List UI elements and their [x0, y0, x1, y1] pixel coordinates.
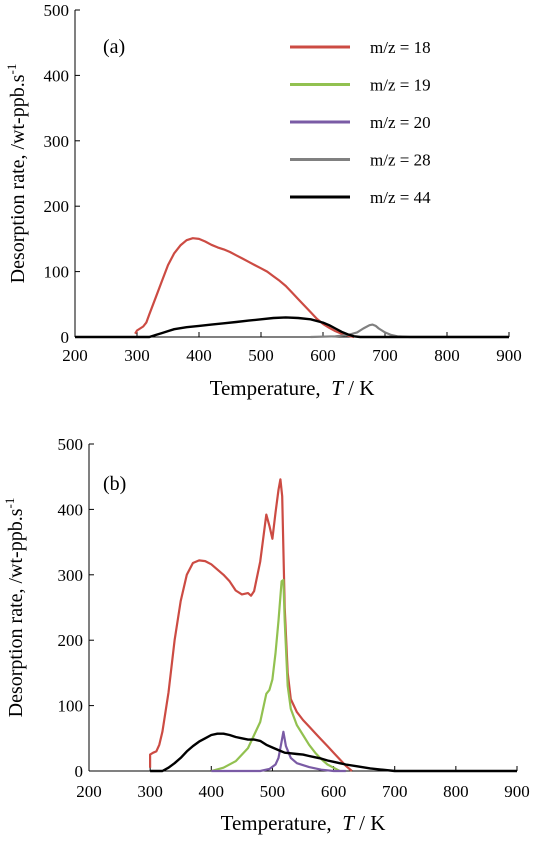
x-axis-label-text: Temperature, — [221, 811, 343, 835]
x-tick-label: 900 — [504, 782, 530, 801]
y-tick-label: 100 — [58, 697, 84, 716]
x-tick-label: 200 — [76, 782, 102, 801]
y-tick-label: 300 — [58, 566, 84, 585]
legend: m/z = 18 m/z = 19 m/z = 20 m/z = 28 m/z = 44 — [290, 38, 431, 207]
y-tick-label: 500 — [58, 435, 84, 454]
y-tick-label: 200 — [44, 197, 70, 216]
series-line-m-z-19 — [211, 578, 341, 773]
x-tick-label: 400 — [186, 346, 212, 365]
x-tick-label: 300 — [137, 782, 163, 801]
x-tick-label: 200 — [62, 346, 88, 365]
x-axis-label: Temperature, T / K — [221, 811, 386, 835]
y-axis-label-superscript: -1 — [4, 64, 19, 75]
y-tick-label: 400 — [58, 500, 84, 519]
y-tick-label: 200 — [58, 631, 84, 650]
series-line-m-z-18 — [134, 237, 355, 339]
y-axis-label: Desorption rate, /wt-ppb.s-1 — [4, 64, 29, 284]
legend-label: m/z = 44 — [370, 188, 431, 207]
x-tick-label: 500 — [248, 346, 274, 365]
series-line-m-z-44 — [75, 316, 509, 339]
x-tick-label: 800 — [434, 346, 460, 365]
x-axis-label-unit: / K — [354, 811, 386, 835]
series-line-m-z-20 — [211, 730, 346, 773]
x-axis-label-unit: / K — [343, 376, 375, 400]
panel-label: (b) — [103, 473, 126, 495]
x-axis-label-text: Temperature, — [210, 376, 332, 400]
y-tick-label: 300 — [44, 132, 70, 151]
y-axis-label-text: Desorption rate, /wt-ppb.s — [5, 508, 27, 717]
x-tick-label: 700 — [372, 346, 398, 365]
legend-label: m/z = 28 — [370, 151, 431, 170]
legend-label: m/z = 18 — [370, 38, 431, 57]
x-tick-label: 300 — [124, 346, 150, 365]
panel-b: 0 100 200 300 400 500 200 300 400 500 600 700 800 900… — [2, 435, 530, 835]
panel-a: 0 100 200 300 400 500 200 300 400 500 600 700 800 900… — [4, 1, 522, 400]
y-tick-label: 100 — [44, 263, 70, 282]
legend-label: m/z = 20 — [370, 113, 431, 132]
y-axis-label-text: Desorption rate, /wt-ppb.s — [7, 74, 29, 283]
x-tick-label: 900 — [496, 346, 522, 365]
x-tick-label: 600 — [321, 782, 347, 801]
x-axis-label-variable: T — [331, 376, 344, 400]
y-tick-label: 500 — [44, 1, 70, 20]
x-tick-label: 600 — [310, 346, 336, 365]
y-axis-label-superscript: -1 — [2, 498, 17, 509]
series-line-m-z-44 — [150, 732, 517, 773]
x-tick-label: 800 — [443, 782, 469, 801]
series-line-m-z-18 — [149, 478, 353, 772]
panel-label: (a) — [103, 36, 125, 58]
x-axis-label: Temperature, T / K — [210, 376, 375, 400]
y-axis-label: Desorption rate, /wt-ppb.s-1 — [2, 498, 27, 718]
x-axis-label-variable: T — [342, 811, 355, 835]
y-tick-label: 0 — [61, 328, 70, 347]
x-tick-label: 700 — [382, 782, 408, 801]
legend-label: m/z = 19 — [370, 76, 431, 95]
x-tick-label: 400 — [199, 782, 225, 801]
y-tick-label: 0 — [75, 762, 84, 781]
x-tick-label: 500 — [260, 782, 286, 801]
y-tick-label: 400 — [44, 66, 70, 85]
